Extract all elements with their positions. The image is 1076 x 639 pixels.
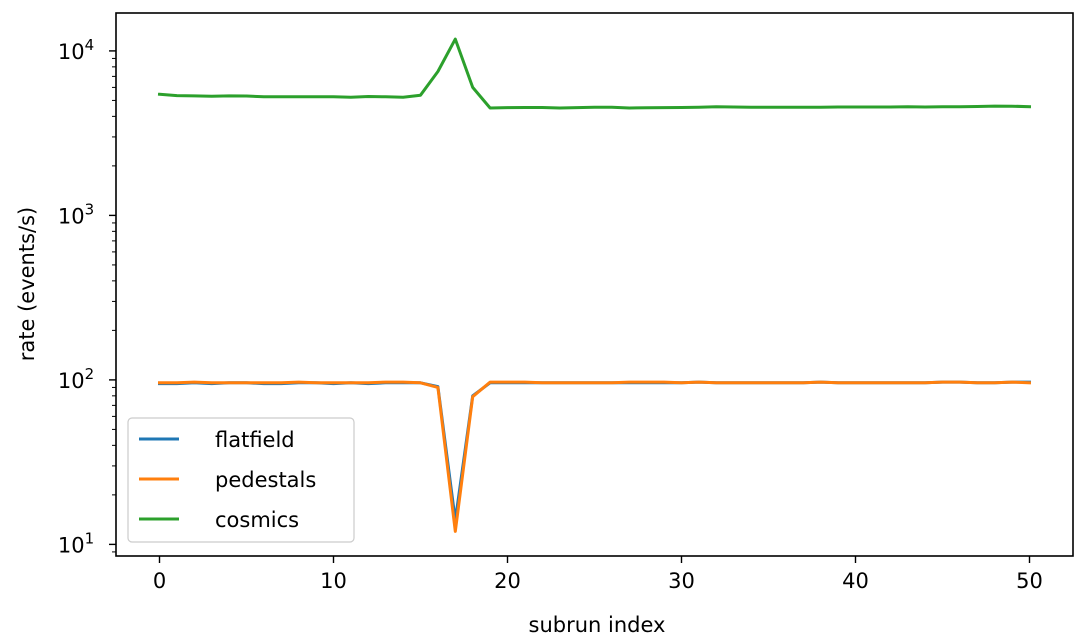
x-tick-label: 50 xyxy=(1016,569,1043,593)
legend-label-pedestals: pedestals xyxy=(215,468,316,492)
y-tick-label: 101 xyxy=(58,529,94,557)
series-line-pedestals xyxy=(158,380,1032,533)
legend: flatfield pedestals cosmics xyxy=(127,417,355,543)
x-tick-label: 30 xyxy=(668,569,695,593)
legend-box xyxy=(127,417,355,543)
y-axis-label: rate (events/s) xyxy=(15,207,39,362)
plot-frame xyxy=(115,12,1074,557)
y-tick-label: 103 xyxy=(58,200,94,228)
x-tick-label: 10 xyxy=(320,569,347,593)
y-tick-label: 102 xyxy=(58,365,94,393)
axes-layer: 0 10 20 30 40 50 101 102 103 104 xyxy=(58,36,1043,593)
x-tick-label: 0 xyxy=(153,569,166,593)
series-layer xyxy=(157,37,1032,533)
legend-label-flatfield: flatfield xyxy=(215,428,295,452)
legend-label-cosmics: cosmics xyxy=(215,508,299,532)
x-axis-label: subrun index xyxy=(529,613,666,637)
x-tick-label: 20 xyxy=(494,569,521,593)
x-tick-label: 40 xyxy=(842,569,869,593)
y-tick-label: 104 xyxy=(58,36,94,64)
series-line-cosmics xyxy=(157,37,1032,110)
